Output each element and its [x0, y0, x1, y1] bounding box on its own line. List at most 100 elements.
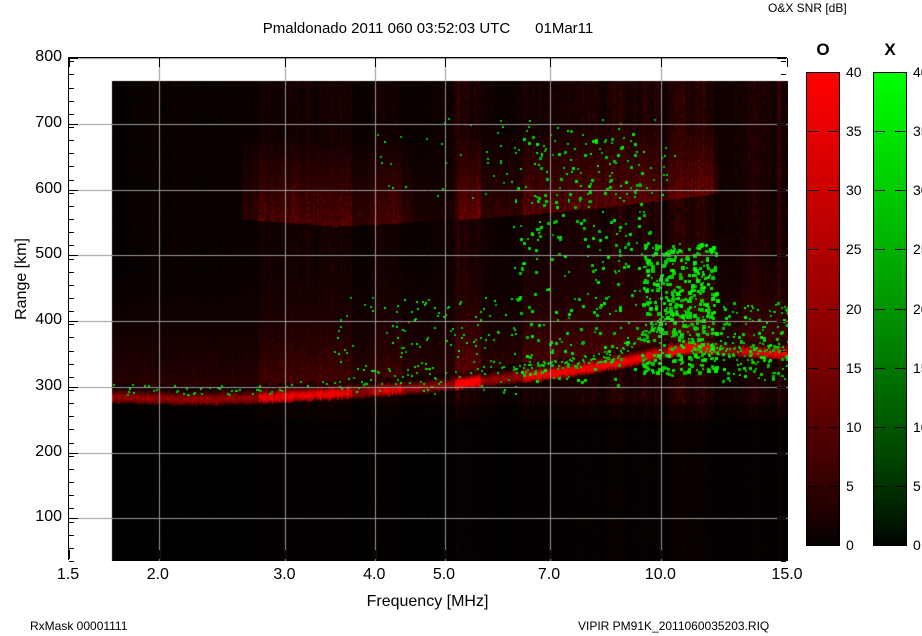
x-major-tick: [787, 58, 788, 67]
y-minor-tick: [781, 508, 786, 510]
y-minor-tick: [781, 429, 786, 431]
y-minor-tick: [69, 219, 74, 221]
x-tick-label: 10.0: [644, 566, 676, 583]
colorbar-x-ticks: 40 35 30 25 20 15 10 5 0: [873, 64, 922, 553]
y-minor-tick: [69, 245, 74, 247]
colorbar-tick-label: 10: [913, 418, 922, 435]
x-major-tick: [285, 550, 287, 559]
y-minor-tick: [781, 495, 786, 497]
y-minor-tick: [781, 232, 786, 234]
y-minor-tick: [781, 113, 786, 115]
y-major-tick: [777, 518, 786, 520]
x-major-tick: [69, 58, 70, 67]
y-minor-tick: [781, 153, 786, 155]
y-minor-tick: [781, 219, 786, 221]
colorbar-tick: [895, 308, 905, 310]
colorbar-tick: [828, 485, 838, 487]
x-major-tick: [158, 58, 160, 67]
y-tick-label: 400: [35, 311, 62, 328]
colorbar-tick-label: 30: [913, 182, 922, 199]
y-minor-tick: [69, 271, 74, 273]
x-major-tick: [661, 550, 663, 559]
colorbar-tick: [828, 249, 838, 251]
colorbar-tick: [875, 308, 885, 310]
colorbar-tick: [808, 249, 818, 251]
y-tick-label: 200: [35, 442, 62, 460]
colorbar-tick: [895, 190, 905, 192]
plot-frame: [68, 57, 788, 562]
y-minor-tick: [781, 100, 786, 102]
y-minor-tick: [69, 232, 74, 234]
x-tick-label: 7.0: [537, 566, 561, 583]
x-major-tick: [787, 550, 788, 559]
y-major-tick: [777, 321, 786, 322]
colorbar-tick: [875, 367, 885, 369]
page-title: Pmaldonado 2011 060 03:52:03 UTC 01Mar11: [262, 20, 594, 37]
y-minor-tick: [781, 74, 786, 76]
y-tick-label: 300: [35, 376, 62, 394]
y-minor-tick: [69, 416, 74, 418]
y-minor-tick: [69, 363, 74, 365]
colorbar-tick: [828, 308, 838, 310]
x-tick-label: 1.5: [56, 566, 80, 583]
y-major-tick: [777, 123, 786, 125]
x-major-tick: [69, 550, 70, 559]
footer-rxmask: RxMask 00001111: [30, 619, 128, 633]
y-tick-label: 500: [35, 245, 62, 263]
y-minor-tick: [781, 284, 786, 286]
colorbar-tick: [808, 367, 818, 369]
y-major-tick: [777, 452, 786, 454]
y-major-tick: [777, 58, 786, 59]
y-minor-tick: [69, 468, 74, 470]
y-minor-tick: [781, 140, 786, 142]
x-tick-label: 2.0: [146, 566, 169, 583]
colorbar-tick-label: 5: [846, 477, 854, 494]
colorbar-tick-label: 0: [846, 537, 854, 553]
y-minor-tick: [781, 390, 786, 392]
x-major-tick: [375, 58, 377, 67]
y-minor-tick: [781, 324, 786, 326]
y-major-tick: [69, 518, 78, 520]
colorbar-x-label: X: [884, 40, 896, 59]
y-minor-tick: [69, 205, 74, 207]
colorbar-tick: [808, 426, 818, 428]
colorbar-tick: [828, 190, 838, 192]
y-minor-tick: [69, 482, 74, 484]
colorbar-tick: [808, 485, 818, 487]
y-minor-tick: [781, 416, 786, 418]
y-minor-tick: [69, 127, 74, 129]
colorbar-tick: [895, 131, 905, 133]
y-minor-tick: [781, 297, 786, 299]
y-minor-tick: [781, 534, 786, 536]
y-minor-tick: [69, 258, 74, 260]
y-minor-tick: [69, 140, 74, 142]
y-minor-tick: [69, 113, 74, 115]
y-minor-tick: [69, 403, 74, 405]
y-major-tick: [69, 58, 78, 59]
y-major-tick: [69, 189, 78, 191]
y-minor-tick: [69, 100, 74, 102]
y-minor-tick: [69, 521, 74, 523]
colorbar-tick-label: 40: [846, 64, 862, 80]
x-major-tick: [375, 550, 377, 559]
y-minor-tick: [781, 337, 786, 339]
colorbar-tick-label: 15: [846, 359, 862, 376]
colorbar-tick-label: 0: [913, 537, 921, 553]
x-tick-label: 4.0: [363, 566, 386, 583]
colorbar-title: O&X SNR [dB]: [768, 1, 847, 15]
colorbar-tick: [808, 308, 818, 310]
footer-filename: VIPIR PM91K_2011060035203.RIQ: [578, 619, 770, 633]
y-minor-tick: [69, 87, 74, 89]
y-minor-tick: [69, 166, 74, 168]
x-axis-labels: 1.5 2.0 3.0 4.0 5.0 7.0 10.0 15.0: [0, 566, 922, 590]
y-minor-tick: [69, 495, 74, 497]
colorbar-tick-label: 40: [913, 64, 922, 80]
colorbar-tick-label: 15: [913, 359, 922, 376]
y-minor-tick: [781, 455, 786, 457]
colorbar-tick: [828, 367, 838, 369]
y-tick-label: 800: [35, 48, 62, 65]
y-tick-label: 100: [35, 508, 62, 526]
y-minor-tick: [69, 547, 74, 549]
colorbar-tick-label: 5: [913, 477, 921, 494]
